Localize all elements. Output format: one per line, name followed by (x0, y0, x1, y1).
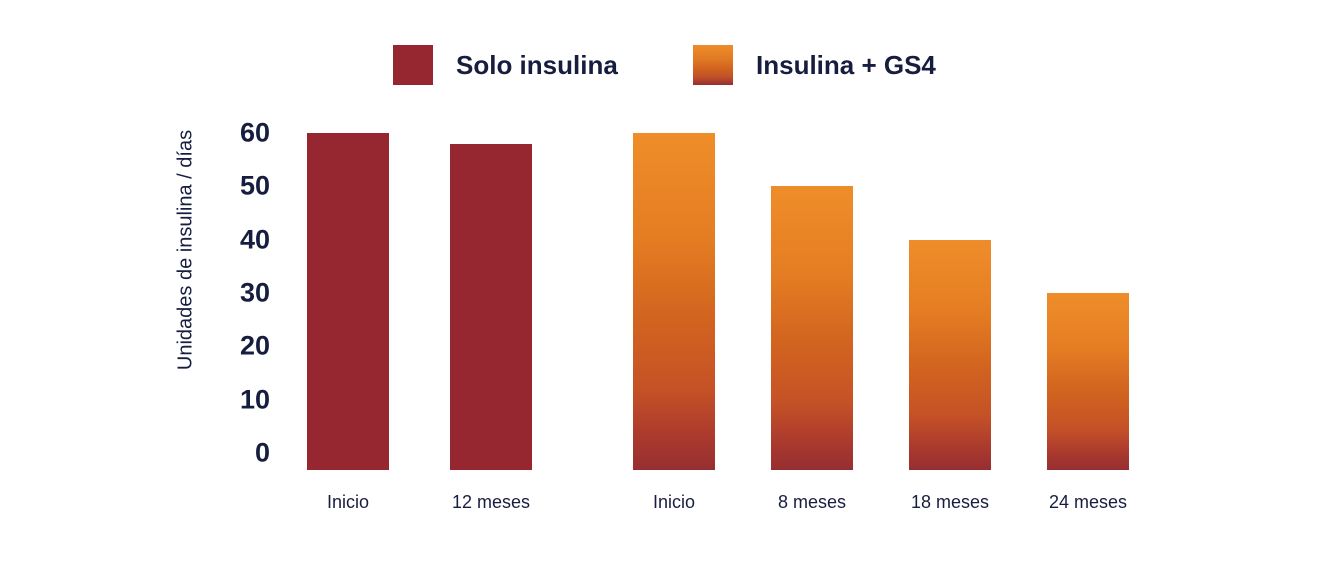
legend-swatch-solo-insulina (393, 45, 433, 85)
x-axis-label: 18 meses (910, 492, 990, 512)
y-axis-tick: 30 (239, 277, 270, 308)
bar-solo-insulina-inicio (307, 133, 389, 470)
y-axis-tick: 60 (239, 117, 270, 148)
bar-insulina-gs4-inicio (633, 133, 715, 470)
y-axis-ticks: 60 50 40 30 20 10 0 (180, 0, 270, 578)
y-axis-tick: 50 (239, 170, 270, 201)
x-axis-label: 12 meses (451, 492, 531, 512)
x-axis-label: 24 meses (1048, 492, 1128, 512)
y-axis-tick: 40 (239, 224, 270, 255)
y-axis-tick: 20 (239, 330, 270, 361)
bar-solo-insulina-12-meses (450, 143, 532, 470)
y-axis-tick: 0 (254, 437, 270, 468)
legend-item-solo-insulina: Solo insulina (393, 45, 618, 85)
legend-label-solo-insulina: Solo insulina (456, 49, 618, 80)
legend-swatch-insulina-gs4 (693, 45, 733, 85)
x-axis-label: Inicio (652, 492, 696, 512)
x-axis-label: Inicio (326, 492, 370, 512)
legend-label-insulina-gs4: Insulina + GS4 (756, 49, 936, 80)
bar-insulina-gs4-8-meses (771, 186, 853, 470)
bar-insulina-gs4-24-meses (1047, 293, 1129, 470)
legend-item-insulina-gs4: Insulina + GS4 (693, 45, 936, 85)
bar-insulina-gs4-18-meses (909, 239, 991, 470)
y-axis-tick: 10 (239, 384, 270, 415)
x-axis-label: 8 meses (777, 492, 847, 512)
